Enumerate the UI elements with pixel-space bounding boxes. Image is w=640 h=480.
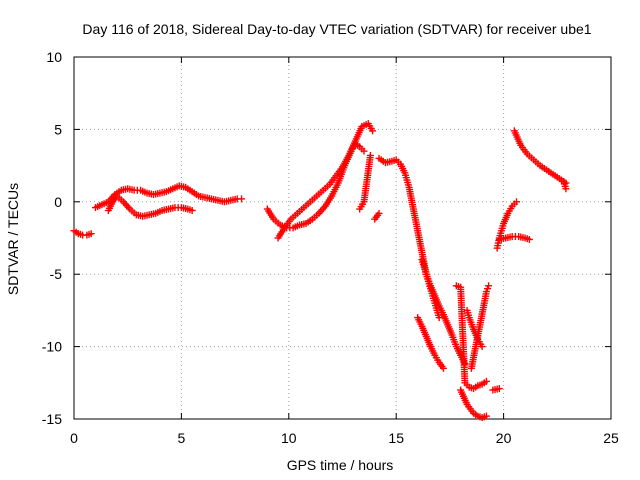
data-point (512, 198, 520, 206)
data-point (485, 282, 493, 290)
y-tick-labels: 10 5 0 -5 -10 -15 (42, 49, 62, 427)
plot-frame (73, 56, 612, 420)
data-point (435, 314, 443, 322)
data-point (439, 364, 447, 372)
y-tick-label: 0 (54, 194, 62, 210)
y-axis-label: SDTVAR / TECUs (5, 183, 21, 295)
series-s14 (463, 306, 486, 351)
x-tick-label: 10 (281, 430, 297, 446)
series-s17 (489, 385, 503, 394)
series-s2 (91, 182, 246, 212)
data-points (70, 120, 570, 422)
data-point (369, 127, 377, 135)
series-s10 (414, 314, 447, 372)
data-point (87, 230, 95, 238)
data-point (375, 209, 383, 217)
y-tick-label: 10 (46, 49, 62, 65)
data-point (525, 235, 533, 243)
series-s1 (70, 227, 95, 239)
x-tick-label: 0 (70, 430, 78, 446)
y-tick-label: -5 (50, 266, 63, 282)
series-s16 (495, 233, 533, 243)
x-tick-labels: 0 5 10 15 20 25 (70, 430, 619, 446)
series-s3 (104, 192, 196, 220)
series-s11 (452, 282, 490, 393)
series-s9 (418, 256, 469, 368)
data-point (188, 206, 196, 214)
series-s12 (457, 386, 490, 422)
data-point (562, 185, 570, 193)
series-s6 (356, 151, 374, 213)
series-s5 (274, 120, 377, 242)
series-s7 (371, 209, 383, 223)
y-tick-label: -10 (42, 339, 62, 355)
series-s18 (510, 127, 570, 187)
data-point (238, 195, 246, 203)
series-s19 (560, 178, 570, 193)
data-point (478, 343, 486, 351)
axis-ticks (73, 56, 612, 420)
x-tick-label: 20 (496, 430, 512, 446)
y-tick-label: -15 (42, 411, 62, 427)
series-s15 (493, 198, 520, 252)
data-point (495, 385, 503, 393)
x-tick-label: 5 (178, 430, 186, 446)
data-point (482, 377, 490, 385)
y-tick-label: 5 (54, 121, 62, 137)
x-axis-label: GPS time / hours (287, 457, 394, 473)
data-point (360, 147, 368, 155)
grid-lines (74, 57, 611, 419)
chart-title: Day 116 of 2018, Sidereal Day-to-day VTE… (82, 21, 591, 37)
x-tick-label: 15 (388, 430, 404, 446)
x-tick-label: 25 (603, 430, 619, 446)
data-point (482, 412, 490, 420)
data-point (366, 151, 374, 159)
